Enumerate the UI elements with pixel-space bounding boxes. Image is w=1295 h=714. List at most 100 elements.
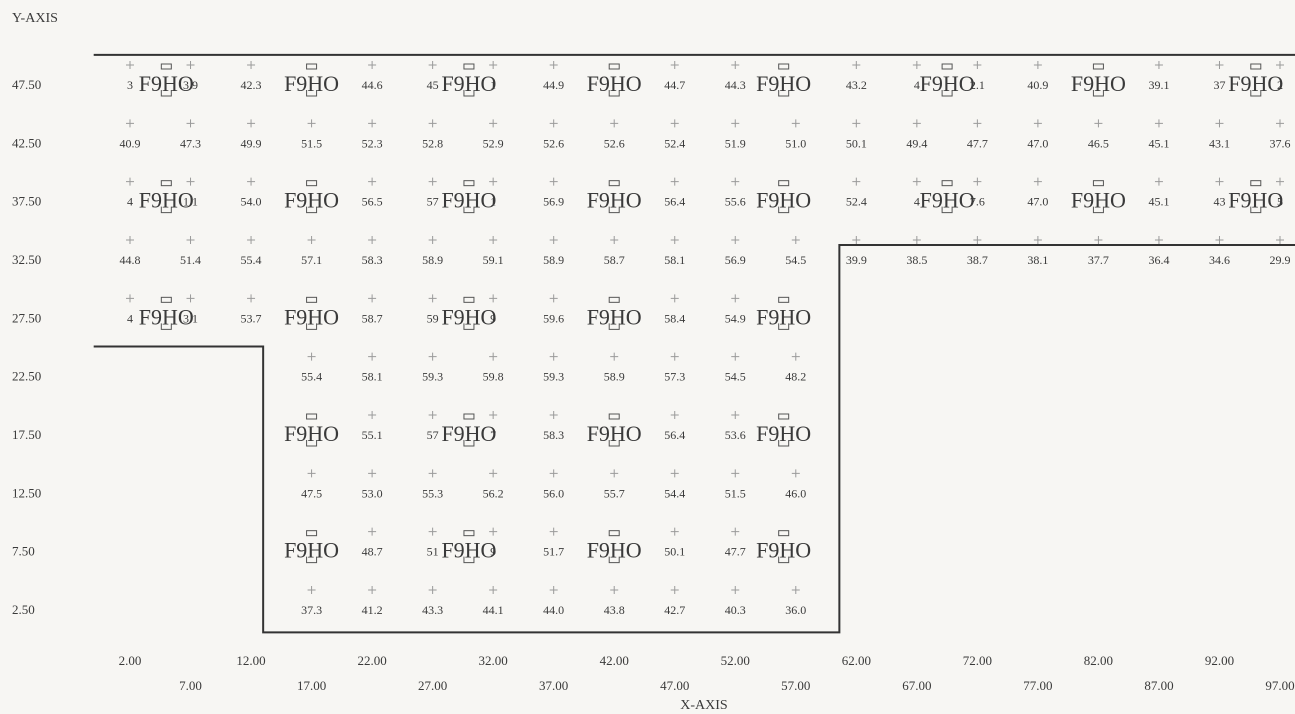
grid-point-marker [670,411,679,419]
grid-point-marker [247,61,256,69]
grid-point-marker [186,61,195,69]
fixture-group: F9HO [284,530,339,564]
illuminance-value-label: 52.6 [604,136,625,150]
grid-point-marker [489,411,498,419]
fixture-label: F9HO [139,188,194,213]
fixture-bottom-marker [1092,206,1104,214]
x-tick-label: 32.00 [479,653,508,668]
illuminance-value-label: 55.3 [422,486,443,500]
grid-point-marker [428,119,437,128]
fixture-group: F9HO [920,180,975,214]
fixture-label: F9HO [1228,71,1283,96]
fixture-bottom-marker [1092,90,1104,97]
fixture-group: F9HO [284,63,339,97]
grid-point-marker [731,61,740,69]
grid-point-marker [1215,236,1224,244]
grid-point-marker [489,294,498,303]
illuminance-value-label: 2 [1277,78,1283,92]
illuminance-value-label: 54.4 [664,486,685,500]
illuminance-value-label: 58.1 [664,253,685,267]
fixture-group: F9HO [139,63,194,97]
y-tick-label: 12.50 [12,485,41,500]
x-tick-label: 17.00 [297,678,326,693]
y-tick-label: 32.50 [12,252,41,267]
fixture-top-marker [941,63,953,70]
fixture-group: F9HO [139,296,194,330]
y-tick-label: 27.50 [12,310,41,325]
grid-point-marker [852,61,861,69]
fixture-label: F9HO [1071,71,1126,96]
grid-point-marker [1094,236,1103,244]
grid-point-marker [973,119,982,128]
illuminance-value-label: 1.1 [183,195,198,209]
grid-point-marker [368,352,377,361]
grid-point-marker [973,236,982,244]
illuminance-value-label: 38.5 [906,253,927,267]
illuminance-value-label: 52.8 [422,136,443,150]
illuminance-value-label: 51 [427,545,439,559]
fixture-top-marker [463,180,475,187]
illuminance-value-label: 58.7 [604,253,625,267]
fixture-label: F9HO [920,71,975,96]
illuminance-value-label: 44.7 [664,78,685,92]
illuminance-value-label: 43.1 [1209,136,1230,150]
illuminance-value-label: 37.3 [301,603,322,617]
illuminance-value-label: 4 [127,195,133,209]
fixture-group: F9HO [756,413,811,447]
fixture-label: F9HO [756,71,811,96]
fixture-label: F9HO [756,421,811,446]
fixture-group: F9HO [756,530,811,564]
x-tick-label: 22.00 [357,653,386,668]
illuminance-value-label: 55.4 [241,253,262,267]
illuminance-value-label: 40.9 [120,136,141,150]
grid-point-marker [368,411,377,419]
fixture-group: F9HO [587,413,642,447]
fixtures: F9HO F9HO F9HO F9HO F9HO F9HO F9HO F9HO F9HO F9HO… [139,63,1283,564]
fixture-group: F9HO [284,180,339,214]
illuminance-value-label: 50.1 [664,545,685,559]
fixture-bottom-marker [608,323,620,330]
grid-point-marker [549,177,558,186]
illuminance-value-label: 54.5 [725,370,746,384]
illuminance-value-label: 40.9 [1027,78,1048,92]
x-tick-label: 67.00 [902,678,931,693]
fixture-group: F9HO [284,296,339,330]
grid-point-marker [670,352,679,361]
illuminance-value-label: 37.7 [1088,253,1109,267]
grid-point-marker [791,586,800,594]
fixture-label: F9HO [920,188,975,213]
illuminance-value-label: 4 [127,311,133,325]
illuminance-value-label: 53.6 [725,428,746,442]
x-tick-label: 42.00 [600,653,629,668]
grid-point-marker [489,119,498,128]
grid-point-marker [307,236,316,244]
fixture-bottom-marker [778,556,790,564]
x-tick-label: 97.00 [1265,678,1294,693]
grid-point-marker [670,586,679,594]
illuminance-value-label: 52.9 [483,136,504,150]
grid-point-marker [368,294,377,303]
fixture-bottom-marker [306,556,318,564]
fixture-label: F9HO [284,421,339,446]
illuminance-value-label: 59.3 [422,370,443,384]
illuminance-value-label: 47.3 [180,136,201,150]
grid-point-marker [549,352,558,361]
illuminance-value-label: 29.9 [1270,253,1291,267]
fixture-group: F9HO [1228,180,1283,214]
illuminance-value-label: 58.9 [604,370,625,384]
fixture-label: F9HO [756,188,811,213]
illuminance-value-label: 47.5 [301,486,322,500]
grid-point-marker [610,352,619,361]
fixture-group: F9HO [587,180,642,214]
grid-point-marker [247,177,256,186]
illuminance-value-label: 41.2 [362,603,383,617]
grid-point-marker [1276,119,1284,128]
grid-point-marker [307,352,316,361]
grid-point-marker [1276,177,1284,186]
illuminance-value-label: 59.3 [543,370,564,384]
fixture-label: F9HO [441,71,496,96]
grid-point-marker [610,119,619,128]
fixture-bottom-marker [463,556,475,564]
grid-point-marker [731,119,740,128]
